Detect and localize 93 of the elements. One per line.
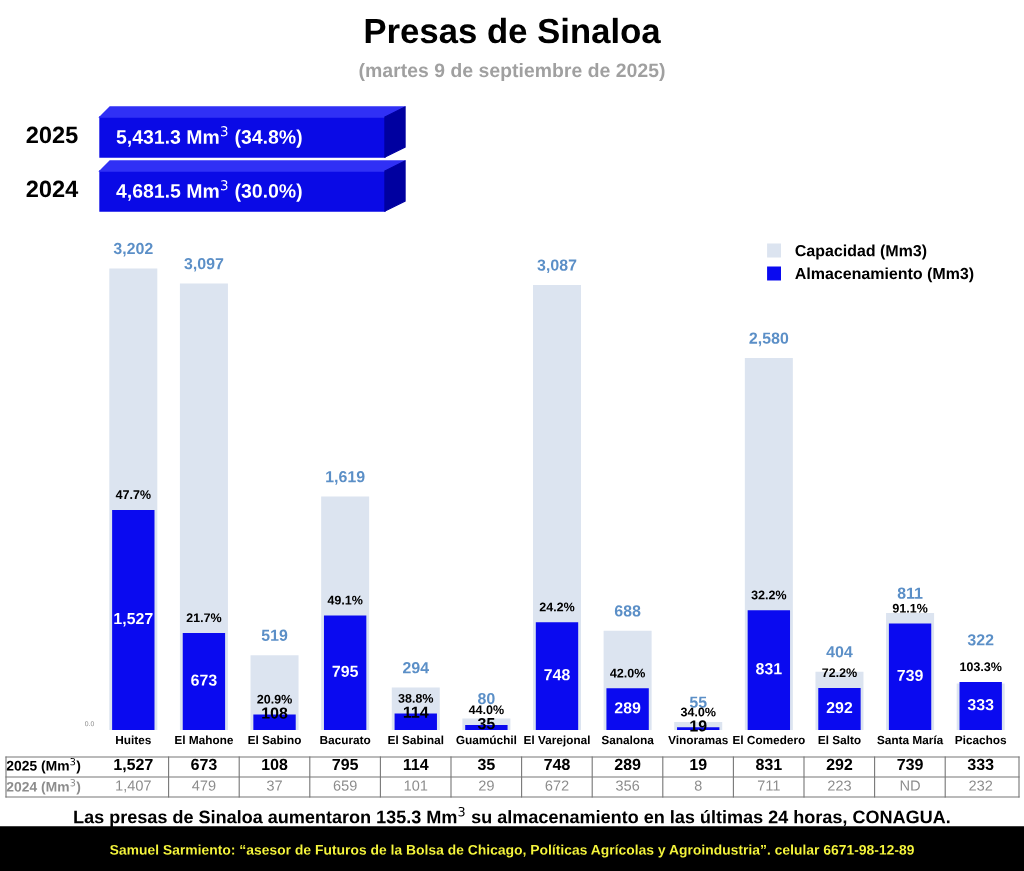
bar [818, 687, 861, 730]
x-tick-label: El Varejonal [524, 735, 590, 747]
text: 1,407 [116, 780, 151, 793]
data-label: 673 [191, 758, 217, 771]
legend-label: Almacenamiento (Mm3) [795, 267, 974, 283]
x-tick-label: Guamúchil [456, 735, 517, 745]
bar [747, 610, 791, 730]
x-tick-label: Santa María [877, 735, 944, 745]
data-label: 3,202 [113, 242, 153, 257]
annotation: 91.1% [892, 603, 928, 613]
data-label: 322 [967, 634, 994, 646]
data-label: 35 [477, 758, 495, 771]
data-label: 108 [262, 758, 288, 771]
data-label: 404 [826, 646, 853, 658]
data-label: 3,097 [184, 257, 224, 272]
text: 37 [266, 780, 282, 791]
annotation: 38.8% [398, 693, 434, 703]
data-label: 795 [332, 758, 359, 771]
bar [323, 615, 367, 730]
data-label: 289 [614, 758, 641, 771]
bar [535, 622, 579, 730]
annotation: 20.9% [257, 694, 292, 704]
text: 2025 (Mm$^{3}$) [6, 757, 81, 774]
x-tick-label: El Sabinal [388, 735, 444, 745]
text: 4,681.5 Mm$^{3}$ (30.0%) [116, 180, 302, 202]
annotation: 49.1% [327, 595, 363, 605]
annotation: 831 [756, 663, 782, 675]
x-tick-label: El Sabino [248, 735, 301, 745]
annotation: 72.2% [822, 668, 857, 678]
chart-title: Presas de Sinaloa [365, 17, 661, 44]
data-label: 3,087 [537, 259, 577, 274]
annotation: 24.2% [539, 602, 575, 612]
data-label: 831 [756, 758, 782, 771]
text: 356 [616, 780, 640, 791]
data-label: 519 [261, 629, 288, 641]
annotation: 44.0% [468, 705, 504, 715]
data-label: 55 [689, 696, 707, 708]
data-label: 2,580 [749, 332, 789, 347]
data-label: 294 [403, 662, 430, 674]
text: 659 [333, 780, 357, 791]
x-tick-label: Vinoramas [668, 735, 728, 745]
data-label: 292 [826, 758, 853, 771]
text: Samuel Sarmiento: “asesor de Futuros de la Bolsa de Chicago, Políticas Agrícolas y Agroindustria”. celular 6671-98-12-89 [110, 844, 914, 858]
data-label: 748 [544, 758, 570, 771]
x-tick-label: Huites [116, 735, 151, 745]
data-label: 739 [897, 758, 923, 771]
text: Las presas de Sinaloa aumentaron 135.3 Mm$^{3}$ su almacenamiento en las últimas 24 horas, CONAGUA. [74, 806, 950, 827]
bar [888, 623, 932, 730]
text: 479 [192, 780, 216, 791]
chart-subtitle: (martes 9 de septiembre de 2025) [359, 62, 665, 82]
annotation: 795 [332, 665, 359, 677]
annotation: 47.7% [115, 490, 151, 500]
annotation: 292 [826, 701, 853, 714]
annotation: 32.2% [751, 590, 787, 600]
annotation: 103.3% [960, 662, 1002, 672]
x-tick-label: El Comedero [733, 735, 805, 745]
data-label: 333 [967, 758, 994, 771]
x-tick-label: El Salto [818, 735, 861, 745]
annotation: 1,527 [114, 612, 153, 627]
annotation: 333 [967, 698, 994, 711]
text: 5,431.3 Mm$^{3}$ (34.8%) [116, 126, 302, 148]
data-label: 688 [614, 605, 641, 617]
text: 101 [404, 780, 428, 791]
annotation: 673 [191, 674, 217, 686]
annotation: 748 [544, 669, 570, 681]
text: 232 [969, 780, 993, 791]
text: 672 [545, 780, 569, 791]
annotation: 289 [614, 702, 641, 714]
text: 8 [694, 780, 702, 791]
bar [182, 632, 226, 730]
data-label: 811 [897, 587, 923, 599]
annotation: 42.0% [610, 668, 646, 678]
x-tick-label: Picachos [955, 735, 1007, 745]
data-label: 1,527 [114, 758, 153, 773]
annotation: 34.0% [680, 707, 716, 717]
x-tick-label: Bacurato [320, 735, 371, 745]
text: 29 [479, 780, 494, 791]
annotation: 739 [897, 669, 923, 682]
text: ND [900, 780, 920, 791]
bar [112, 509, 155, 730]
legend-label: Capacidad (Mm3) [795, 244, 927, 260]
x-tick-label: Sanalona [601, 735, 654, 745]
text: 2025 [26, 126, 78, 144]
data-label: 19 [690, 758, 707, 771]
x-tick-label: El Mahone [175, 735, 234, 745]
data-label: 80 [478, 692, 495, 705]
data-label: 1,619 [326, 471, 365, 485]
data-label: 114 [403, 758, 429, 770]
text: 2024 [26, 180, 79, 198]
annotation: 21.7% [186, 613, 222, 623]
bar [606, 688, 649, 730]
text: 711 [757, 780, 780, 791]
text: 223 [828, 780, 851, 791]
